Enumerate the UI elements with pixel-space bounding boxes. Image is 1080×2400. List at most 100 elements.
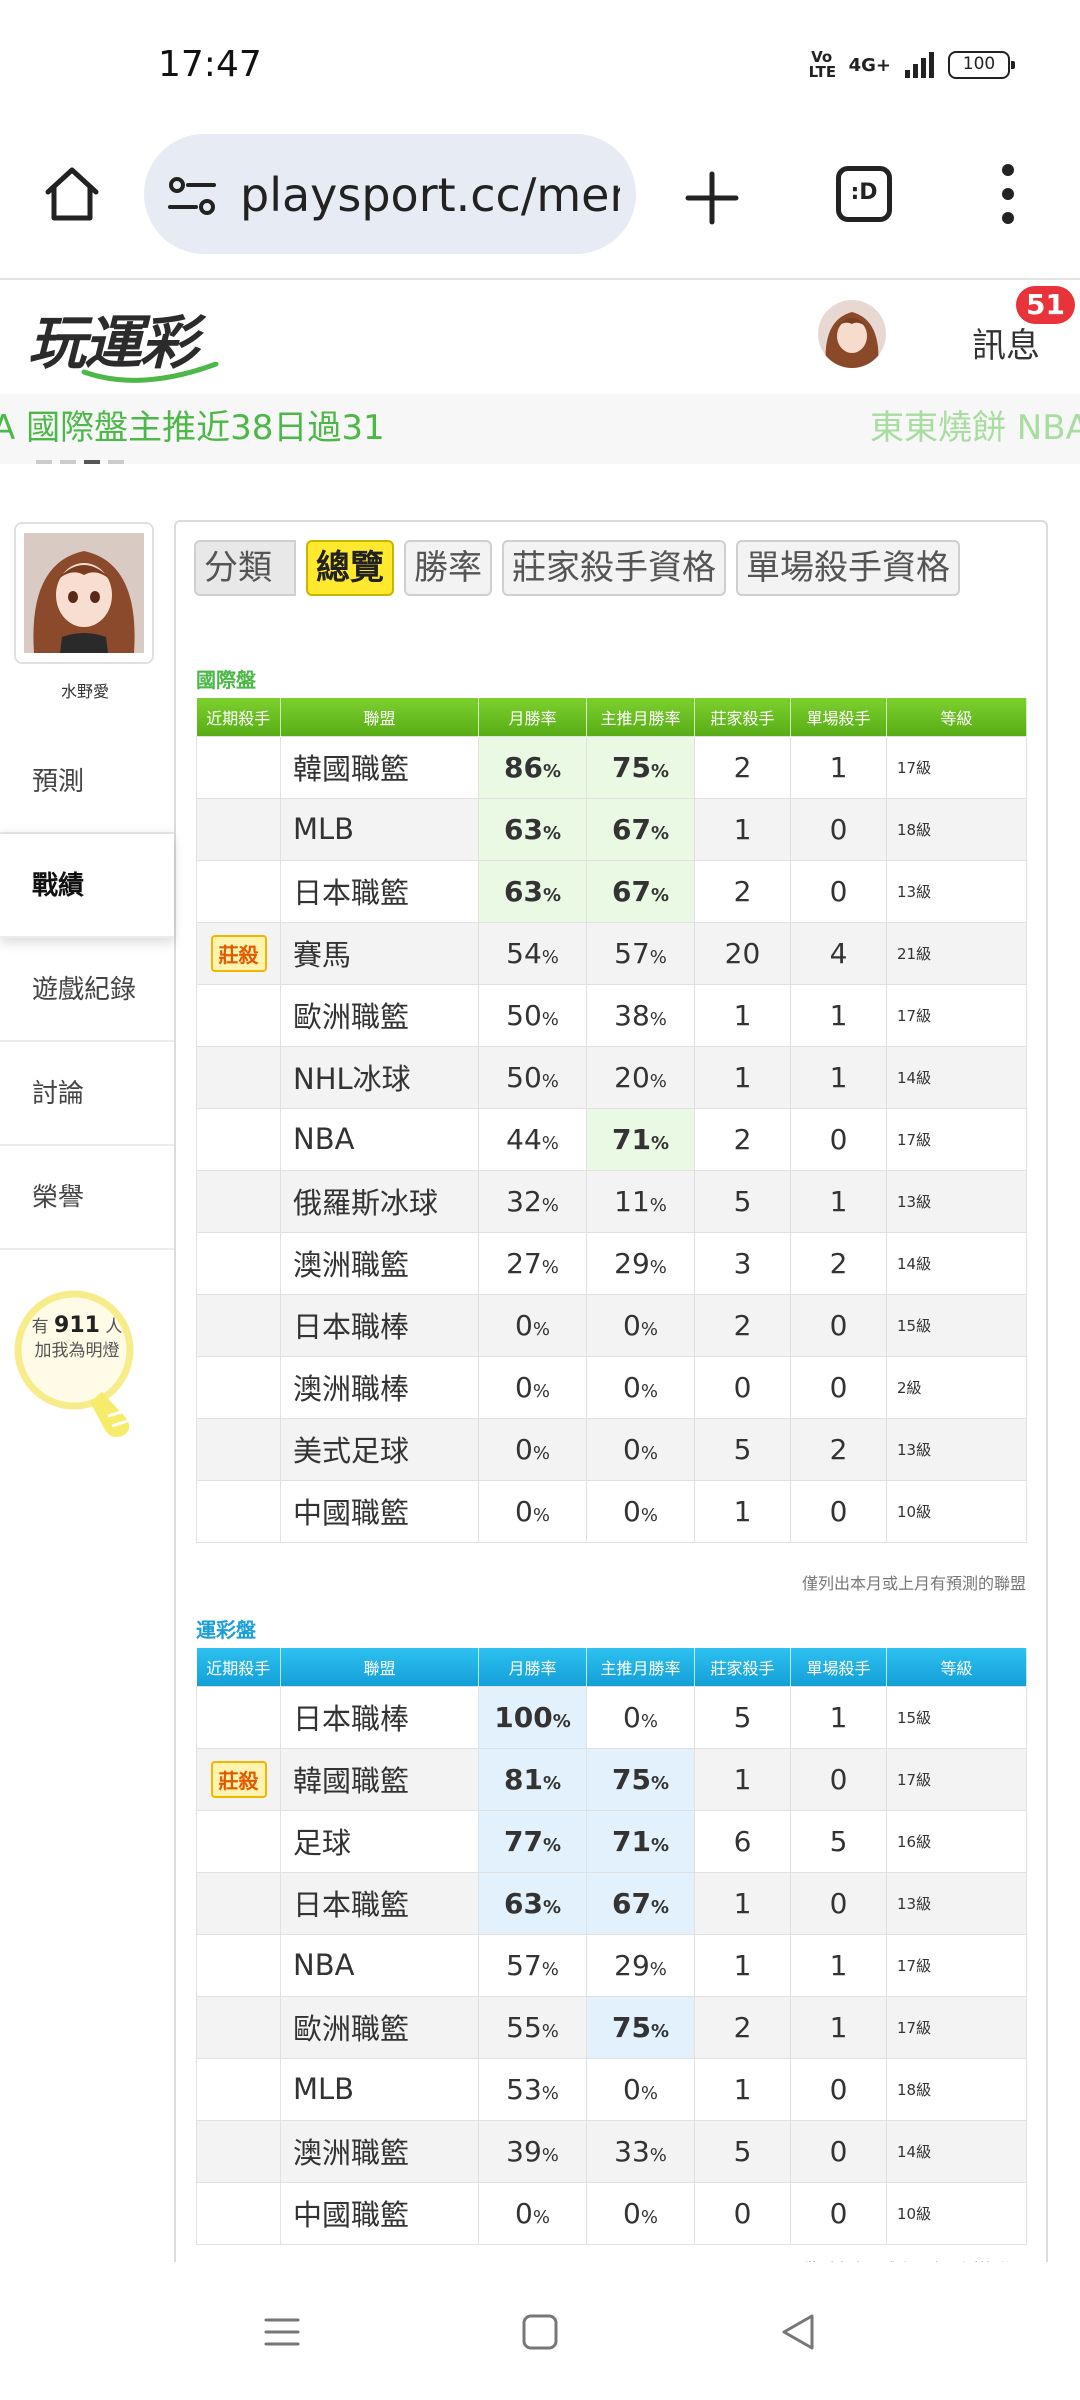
col-league: 聯盟: [280, 698, 479, 736]
more-menu-icon[interactable]: [996, 164, 1020, 224]
percent-sign: %: [541, 2144, 559, 2166]
league-name[interactable]: 澳洲職籃: [280, 1231, 479, 1295]
tab-single-killer[interactable]: 單場殺手資格: [736, 540, 960, 596]
table-row[interactable]: 日本職籃 63% 67% 2 0 13級: [196, 859, 1027, 923]
league-name[interactable]: 日本職籃: [280, 1871, 479, 1935]
tab-overview[interactable]: 總覽: [306, 540, 394, 596]
league-name[interactable]: 澳洲職棒: [280, 1355, 479, 1419]
table-row[interactable]: 韓國職籃 86% 75% 2 1 17級: [196, 735, 1027, 799]
league-name[interactable]: NBA: [280, 1107, 479, 1171]
level-cell: 2級: [886, 1355, 1027, 1419]
league-name[interactable]: 美式足球: [280, 1417, 479, 1481]
percent-sign: %: [650, 1772, 669, 1794]
fans-counter[interactable]: 有 911 人 加我為明燈: [14, 1314, 140, 1363]
table-row[interactable]: 莊殺 韓國職籃 81% 75% 1 0 17級: [196, 1747, 1027, 1811]
table-row[interactable]: MLB 53% 0% 1 0 18級: [196, 2057, 1027, 2121]
table-row[interactable]: 足球 77% 71% 6 5 16級: [196, 1809, 1027, 1873]
table-row[interactable]: 澳洲職籃 39% 33% 5 0 14級: [196, 2119, 1027, 2183]
ticker-item[interactable]: A 國際盤主推近38日過31: [0, 408, 385, 448]
main-rate-cell: 29%: [586, 1933, 695, 1997]
level-cell: 17級: [886, 735, 1027, 799]
profile-avatar[interactable]: [14, 522, 154, 664]
league-name[interactable]: 韓國職籃: [280, 735, 479, 799]
percent-sign: %: [552, 1710, 571, 1732]
league-name[interactable]: MLB: [280, 2057, 479, 2121]
month-rate-value: 53: [506, 2072, 542, 2106]
recent-apps-icon[interactable]: [262, 2312, 302, 2352]
league-name[interactable]: 日本職棒: [280, 1293, 479, 1357]
league-name[interactable]: MLB: [280, 797, 479, 861]
nav-record[interactable]: 戰績: [0, 834, 174, 938]
level-cell: 13級: [886, 1417, 1027, 1481]
league-name[interactable]: 韓國職籃: [280, 1747, 479, 1811]
main-rate-cell: 67%: [586, 859, 695, 923]
table-row[interactable]: 澳洲職棒 0% 0% 0 0 2級: [196, 1355, 1027, 1419]
nav-honors[interactable]: 榮譽: [0, 1146, 174, 1250]
table-row[interactable]: 日本職籃 63% 67% 1 0 13級: [196, 1871, 1027, 1935]
league-name[interactable]: NBA: [280, 1933, 479, 1997]
league-name[interactable]: 足球: [280, 1809, 479, 1873]
percent-sign: %: [650, 1132, 669, 1154]
site-logo[interactable]: 玩運彩: [28, 309, 198, 377]
table-row[interactable]: NBA 57% 29% 1 1 17級: [196, 1933, 1027, 1997]
table-row[interactable]: 莊殺 賽馬 54% 57% 20 4 21級: [196, 921, 1027, 985]
table-row[interactable]: 俄羅斯冰球 32% 11% 5 1 13級: [196, 1169, 1027, 1233]
house-killer-count: 1: [694, 983, 791, 1047]
messages-link[interactable]: 訊息: [972, 326, 1040, 366]
ticker-item[interactable]: 東東燒餅 NBA: [870, 408, 1080, 448]
league-name[interactable]: 中國職籃: [280, 2181, 479, 2245]
house-killer-count: 2: [694, 1107, 791, 1171]
league-name[interactable]: 俄羅斯冰球: [280, 1169, 479, 1233]
percent-sign: %: [532, 1318, 550, 1340]
back-icon[interactable]: [778, 2312, 818, 2352]
single-killer-count: 0: [790, 859, 887, 923]
col-house-killer: 莊家殺手: [694, 1648, 791, 1686]
tab-house-killer[interactable]: 莊家殺手資格: [502, 540, 726, 596]
home-nav-icon[interactable]: [520, 2312, 560, 2352]
table-header: 近期殺手 聯盟 月勝率 主推月勝率 莊家殺手 單場殺手 等級: [196, 698, 1027, 736]
table-row[interactable]: MLB 63% 67% 1 0 18級: [196, 797, 1027, 861]
record-tabs: 分類 總覽 勝率 莊家殺手資格 單場殺手資格: [194, 540, 960, 596]
league-name[interactable]: 賽馬: [280, 921, 479, 985]
tab-category[interactable]: 分類: [194, 540, 296, 596]
fans-count: 911: [54, 1313, 100, 1338]
league-name[interactable]: 歐洲職籃: [280, 1995, 479, 2059]
new-tab-icon[interactable]: [684, 170, 740, 226]
main-rate-cell: 71%: [586, 1809, 695, 1873]
tab-win-rate[interactable]: 勝率: [404, 540, 492, 596]
league-name[interactable]: 日本職棒: [280, 1685, 479, 1749]
tab-switcher-button[interactable]: :D: [836, 166, 892, 222]
table-row[interactable]: 中國職籃 0% 0% 1 0 10級: [196, 1479, 1027, 1543]
news-ticker[interactable]: A 國際盤主推近38日過31 東東燒餅 NBA: [0, 394, 1080, 464]
league-name[interactable]: 歐洲職籃: [280, 983, 479, 1047]
recent-killer-cell: [196, 1107, 281, 1171]
table-row[interactable]: 日本職棒 100% 0% 5 1 15級: [196, 1685, 1027, 1749]
profile-nav: 預測 戰績 遊戲紀錄 討論 榮譽: [0, 730, 174, 1250]
table-row[interactable]: NHL冰球 50% 20% 1 1 14級: [196, 1045, 1027, 1109]
nav-predictions[interactable]: 預測: [0, 730, 174, 834]
league-name[interactable]: 日本職籃: [280, 859, 479, 923]
single-killer-count: 0: [790, 1293, 887, 1357]
table-row[interactable]: 中國職籃 0% 0% 0 0 10級: [196, 2181, 1027, 2245]
user-avatar[interactable]: [818, 300, 886, 368]
table-row[interactable]: 美式足球 0% 0% 5 2 13級: [196, 1417, 1027, 1481]
table-row[interactable]: NBA 44% 71% 2 0 17級: [196, 1107, 1027, 1171]
recent-killer-cell: [196, 2119, 281, 2183]
col-single-killer: 單場殺手: [790, 1648, 887, 1686]
url-text[interactable]: playsport.cc/men: [240, 168, 620, 222]
table-row[interactable]: 日本職棒 0% 0% 2 0 15級: [196, 1293, 1027, 1357]
clock: 17:47: [158, 44, 262, 85]
nav-discussion[interactable]: 討論: [0, 1042, 174, 1146]
league-name[interactable]: 澳洲職籃: [280, 2119, 479, 2183]
league-name[interactable]: 中國職籃: [280, 1479, 479, 1543]
address-bar[interactable]: playsport.cc/men: [144, 134, 636, 254]
lightbulb-icon[interactable]: [10, 1280, 160, 1440]
home-icon[interactable]: [40, 162, 104, 226]
table-row[interactable]: 澳洲職籃 27% 29% 3 2 14級: [196, 1231, 1027, 1295]
table-row[interactable]: 歐洲職籃 50% 38% 1 1 17級: [196, 983, 1027, 1047]
league-name[interactable]: NHL冰球: [280, 1045, 479, 1109]
site-settings-icon[interactable]: [168, 176, 216, 216]
table-row[interactable]: 歐洲職籃 55% 75% 2 1 17級: [196, 1995, 1027, 2059]
nav-game-history[interactable]: 遊戲紀錄: [0, 938, 174, 1042]
main-rate-cell: 67%: [586, 1871, 695, 1935]
